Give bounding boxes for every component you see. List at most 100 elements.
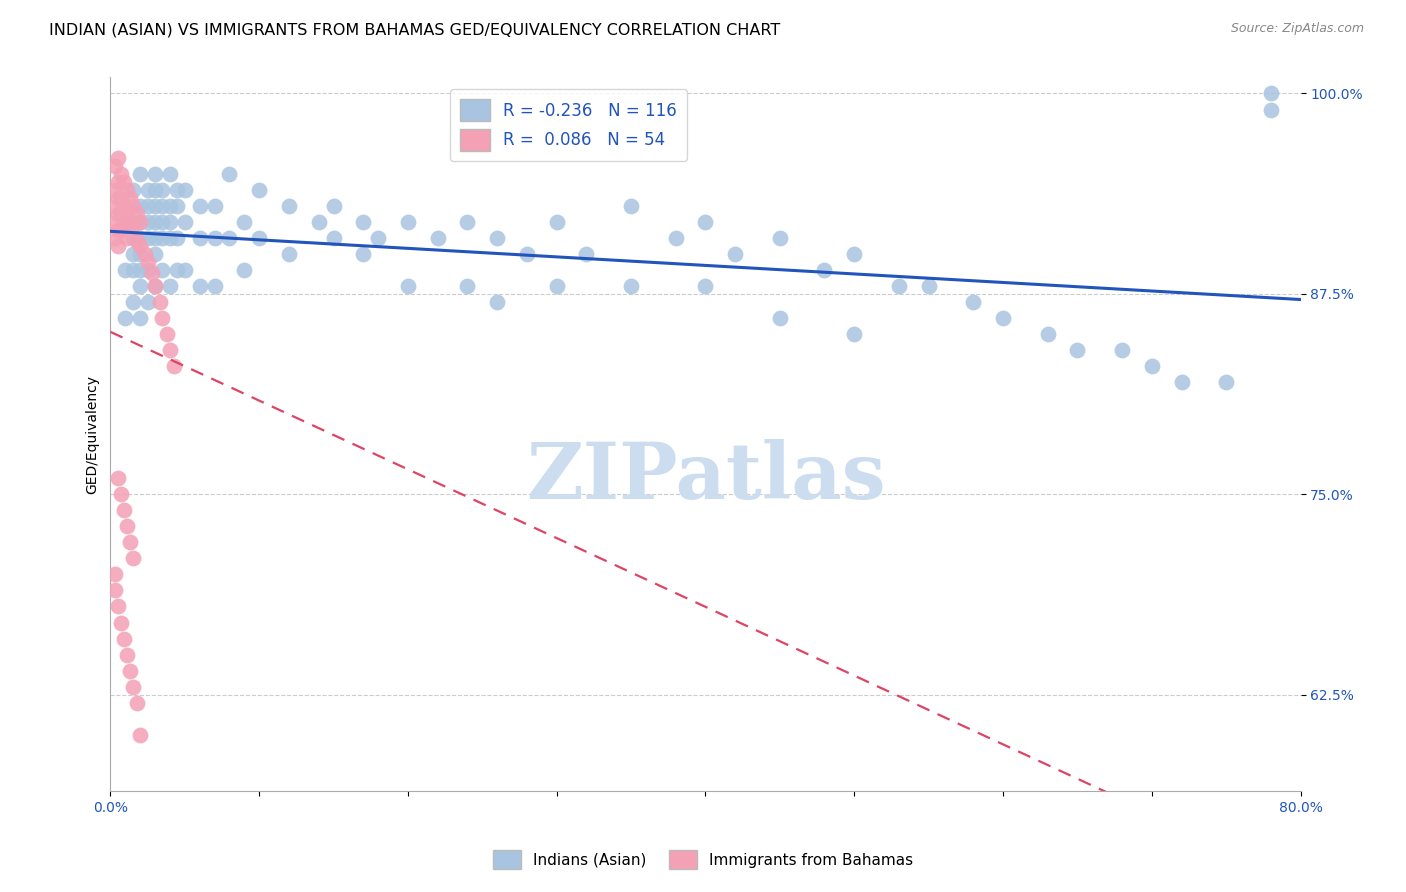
Point	[188, 231, 211, 245]
Point	[110, 223, 132, 237]
Point	[107, 207, 129, 221]
Point	[486, 294, 509, 309]
Point	[110, 191, 132, 205]
Point	[110, 615, 132, 630]
Point	[107, 239, 129, 253]
Point	[112, 199, 135, 213]
Point	[665, 231, 688, 245]
Point	[104, 159, 127, 173]
Point	[152, 199, 174, 213]
Point	[115, 202, 138, 216]
Point	[129, 247, 152, 261]
Point	[118, 664, 141, 678]
Point	[107, 599, 129, 614]
Point	[110, 167, 132, 181]
Point	[152, 183, 174, 197]
Point	[129, 262, 152, 277]
Y-axis label: GED/Equivalency: GED/Equivalency	[86, 375, 100, 493]
Point	[163, 359, 186, 373]
Text: Source: ZipAtlas.com: Source: ZipAtlas.com	[1230, 22, 1364, 36]
Point	[233, 215, 256, 229]
Point	[129, 215, 152, 229]
Point	[114, 262, 136, 277]
Point	[188, 278, 211, 293]
Point	[159, 343, 181, 357]
Point	[115, 231, 138, 245]
Point	[844, 326, 866, 341]
Point	[129, 728, 152, 742]
Point	[121, 215, 143, 229]
Point	[396, 278, 419, 293]
Point	[129, 278, 152, 293]
Point	[115, 183, 138, 197]
Point	[112, 218, 135, 232]
Point	[104, 199, 127, 213]
Point	[277, 247, 299, 261]
Point	[121, 199, 143, 213]
Point	[104, 583, 127, 598]
Point	[308, 215, 330, 229]
Point	[115, 519, 138, 533]
Point	[129, 231, 152, 245]
Point	[129, 239, 152, 253]
Point	[112, 503, 135, 517]
Point	[620, 199, 643, 213]
Point	[247, 231, 270, 245]
Point	[121, 231, 143, 245]
Point	[159, 199, 181, 213]
Point	[516, 247, 538, 261]
Point	[110, 207, 132, 221]
Point	[112, 175, 135, 189]
Text: ZIPatlas: ZIPatlas	[526, 439, 886, 515]
Point	[218, 167, 240, 181]
Point	[121, 183, 143, 197]
Point	[118, 191, 141, 205]
Point	[277, 199, 299, 213]
Point	[152, 262, 174, 277]
Point	[546, 278, 568, 293]
Point	[486, 231, 509, 245]
Point	[143, 247, 166, 261]
Point	[118, 215, 141, 229]
Point	[456, 215, 478, 229]
Point	[141, 266, 163, 280]
Point	[104, 567, 127, 582]
Point	[166, 262, 188, 277]
Point	[136, 199, 159, 213]
Point	[188, 199, 211, 213]
Point	[396, 215, 419, 229]
Text: INDIAN (ASIAN) VS IMMIGRANTS FROM BAHAMAS GED/EQUIVALENCY CORRELATION CHART: INDIAN (ASIAN) VS IMMIGRANTS FROM BAHAMA…	[49, 22, 780, 37]
Point	[1260, 103, 1282, 117]
Point	[107, 471, 129, 485]
Point	[991, 310, 1014, 325]
Point	[204, 278, 226, 293]
Point	[887, 278, 910, 293]
Point	[695, 278, 717, 293]
Legend: R = -0.236   N = 116, R =  0.086   N = 54: R = -0.236 N = 116, R = 0.086 N = 54	[450, 89, 688, 161]
Point	[114, 310, 136, 325]
Point	[159, 278, 181, 293]
Point	[127, 207, 149, 221]
Point	[129, 167, 152, 181]
Point	[152, 215, 174, 229]
Point	[136, 215, 159, 229]
Point	[118, 535, 141, 549]
Point	[159, 215, 181, 229]
Point	[575, 247, 598, 261]
Point	[143, 183, 166, 197]
Point	[115, 648, 138, 662]
Point	[134, 247, 156, 261]
Point	[1170, 375, 1192, 389]
Point	[173, 262, 195, 277]
Point	[129, 199, 152, 213]
Point	[367, 231, 389, 245]
Point	[104, 231, 127, 245]
Point	[1111, 343, 1133, 357]
Legend: Indians (Asian), Immigrants from Bahamas: Indians (Asian), Immigrants from Bahamas	[486, 844, 920, 875]
Point	[962, 294, 984, 309]
Point	[1066, 343, 1088, 357]
Point	[104, 215, 127, 229]
Point	[121, 262, 143, 277]
Point	[121, 218, 143, 232]
Point	[110, 487, 132, 501]
